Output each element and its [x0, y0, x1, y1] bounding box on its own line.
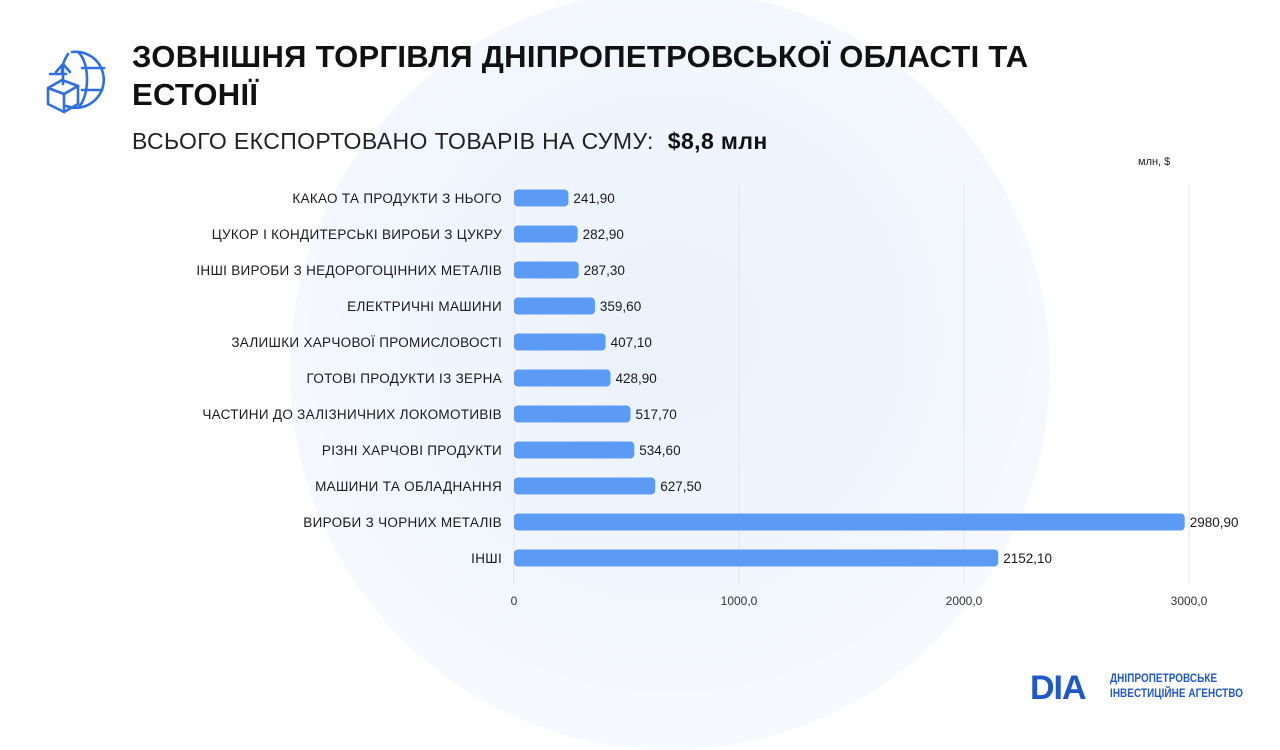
category-label: ЗАЛИШКИ ХАРЧОВОЇ ПРОМИСЛОВОСТІ [231, 335, 502, 350]
data-label: 287,30 [584, 263, 625, 278]
category-label: ВИРОБИ З ЧОРНИХ МЕТАЛІВ [303, 515, 502, 530]
category-label: ГОТОВІ ПРОДУКТИ ІЗ ЗЕРНА [306, 371, 502, 386]
category-label: МАШИНИ ТА ОБЛАДНАННЯ [315, 479, 502, 494]
background-circle [290, 0, 1050, 750]
category-label: ЧАСТИНИ ДО ЗАЛІЗНИЧНИХ ЛОКОМОТИВІВ [202, 407, 502, 422]
data-label: 407,10 [611, 335, 652, 350]
data-label: 282,90 [583, 227, 624, 242]
data-label: 359,60 [600, 299, 641, 314]
bar [514, 369, 611, 387]
unit-label: млн, $ [1138, 156, 1171, 168]
category-label: ЦУКОР І КОНДИТЕРСЬКІ ВИРОБИ З ЦУКРУ [212, 227, 502, 242]
data-label: 534,60 [639, 443, 680, 458]
logo-text: ДНІПРОПЕТРОВСЬКЕ ІНВЕСТИЦІЙНЕ АГЕНСТВО [1110, 672, 1243, 702]
bar [514, 405, 631, 423]
bar [514, 297, 595, 315]
bar-chart: 0 1000,0 2000,0 3000,0 КАКАО ТА ПРОДУКТИ З Н… [196, 184, 1239, 608]
export-total-value: $8,8 млн [667, 128, 768, 154]
bar [514, 549, 999, 567]
data-label: 517,70 [635, 407, 676, 422]
page-title: ЗОВНІШНЯ ТОРГІВЛЯ ДНІПРОПЕТРОВСЬКОЇ ОБЛА… [132, 39, 1029, 112]
bar [514, 225, 578, 243]
data-label: 241,90 [573, 191, 614, 206]
bar [514, 513, 1185, 531]
dia-logo-letters: DIA [1030, 670, 1086, 702]
logo-line-1: ДНІПРОПЕТРОВСЬКЕ [1110, 673, 1218, 685]
category-label: КАКАО ТА ПРОДУКТИ З НЬОГО [292, 191, 502, 206]
export-total-line: ВСЬОГО ЕКСПОРТОВАНО ТОВАРІВ НА СУМУ: $8,8… [132, 127, 768, 155]
data-label: 2980,90 [1190, 515, 1239, 530]
bar [514, 477, 656, 495]
logo-line-2: ІНВЕСТИЦІЙНЕ АГЕНСТВО [1110, 688, 1244, 700]
bar [514, 261, 579, 279]
category-label: ІНШІ [471, 551, 502, 566]
category-label: ЕЛЕКТРИЧНІ МАШИНИ [347, 299, 502, 314]
subtitle-label: ВСЬОГО ЕКСПОРТОВАНО ТОВАРІВ НА СУМУ: [132, 128, 654, 154]
x-tick-label: 1000,0 [721, 594, 758, 608]
x-tick-label: 0 [511, 594, 518, 608]
data-label: 428,90 [616, 371, 657, 386]
x-tick-label: 3000,0 [1171, 594, 1208, 608]
data-label: 2152,10 [1003, 551, 1052, 566]
dia-logo: DIA ДНІПРОПЕТРОВСЬКЕ ІНВЕСТИЦІЙНЕ АГЕНСТ… [1030, 666, 1250, 708]
category-label: РІЗНІ ХАРЧОВІ ПРОДУКТИ [322, 443, 502, 458]
data-label: 627,50 [660, 479, 701, 494]
bar [514, 189, 569, 207]
dia-logo-mark: DIA [1030, 670, 1087, 702]
globe-export-box-icon [46, 50, 106, 114]
x-tick-label: 2000,0 [946, 594, 983, 608]
bar [514, 333, 606, 351]
category-label: ІНШІ ВИРОБИ З НЕДОРОГОЦІННИХ МЕТАЛІВ [196, 263, 502, 278]
bar [514, 441, 635, 459]
